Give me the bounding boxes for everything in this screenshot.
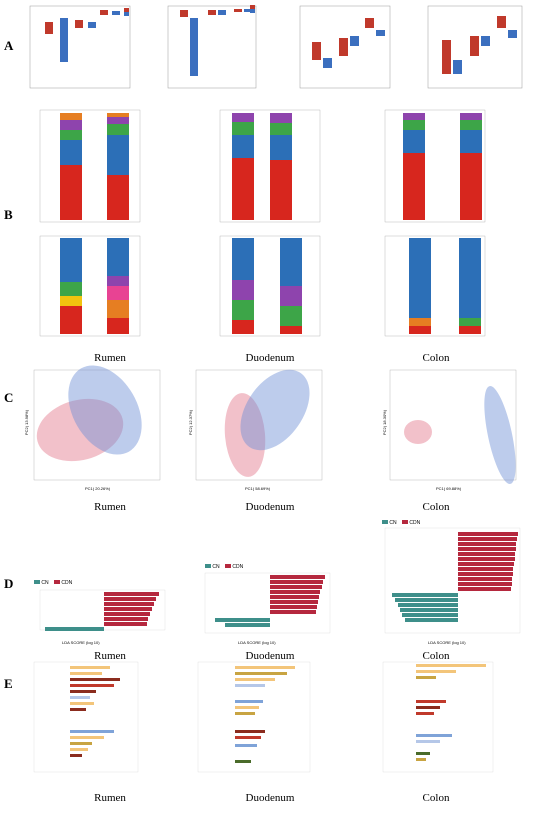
row-letter-b: B xyxy=(4,207,13,222)
site-label-colon-c: Colon xyxy=(422,501,450,513)
row-letter-d: D xyxy=(4,576,14,591)
legend-cn: CN xyxy=(212,564,220,570)
boxplot-panel-3 xyxy=(299,5,391,89)
pathway-colon xyxy=(382,661,494,773)
site-label-rumen-c: Rumen xyxy=(94,501,126,513)
lefse-colon xyxy=(384,527,521,634)
pca-colon xyxy=(389,369,517,484)
site-label-duodenum-e: Duodenum xyxy=(245,792,295,804)
lefse-duodenum xyxy=(204,572,331,634)
site-label-colon-b: Colon xyxy=(422,352,450,364)
lda-xlabel-colon: LDA SCORE (log 10) xyxy=(428,640,466,645)
pca-duodenum xyxy=(195,369,323,481)
pca-y-rumen: PC2( 13.98%) xyxy=(24,409,30,436)
site-label-duodenum-d: Duodenum xyxy=(245,650,295,662)
boxplot-panel-2 xyxy=(167,5,257,89)
legend-cn: CN xyxy=(41,580,49,586)
pathway-rumen xyxy=(33,661,139,773)
lefse-legend-colon: CN CDN xyxy=(382,520,420,526)
boxplot-panel-4 xyxy=(427,5,523,89)
site-label-colon-d: Colon xyxy=(422,650,450,662)
lda-xlabel-duodenum: LDA SCORE (log 10) xyxy=(238,640,276,645)
legend-cdn: CDN xyxy=(61,580,73,586)
lefse-legend-rumen: CN CDN xyxy=(34,580,72,586)
site-label-rumen-b: Rumen xyxy=(94,352,126,364)
site-label-rumen-e: Rumen xyxy=(94,792,126,804)
row-letter-c: C xyxy=(4,390,14,405)
site-label-rumen-d: Rumen xyxy=(94,650,126,662)
pathway-duodenum xyxy=(197,661,311,773)
boxplot-panel-1 xyxy=(29,5,131,89)
legend-cdn: CDN xyxy=(232,564,244,570)
stacked-bars-phylum xyxy=(39,109,486,223)
site-label-duodenum-c: Duodenum xyxy=(245,501,295,513)
pca-x-rumen: PC1( 20.26%) xyxy=(85,486,111,491)
lefse-rumen xyxy=(39,589,166,631)
pca-x-colon: PC1( 69.88%) xyxy=(436,486,462,491)
pca-rumen xyxy=(33,365,161,481)
lda-xlabel-rumen: LDA SCORE (log 10) xyxy=(62,640,100,645)
lefse-legend-duodenum: CN CDN xyxy=(205,564,243,570)
legend-cn: CN xyxy=(389,520,397,526)
pca-y-duodenum: PC2( 12.37%) xyxy=(188,409,194,436)
site-label-colon-e: Colon xyxy=(422,792,450,804)
legend-cdn: CDN xyxy=(409,520,421,526)
stacked-bars-genus xyxy=(39,235,486,337)
row-letter-a: A xyxy=(4,38,14,53)
pca-x-duodenum: PC1( 58.69%) xyxy=(245,486,271,491)
site-label-duodenum-b: Duodenum xyxy=(245,352,295,364)
row-letter-e: E xyxy=(4,676,13,691)
pca-y-colon: PC2( 18.30%) xyxy=(382,409,388,436)
